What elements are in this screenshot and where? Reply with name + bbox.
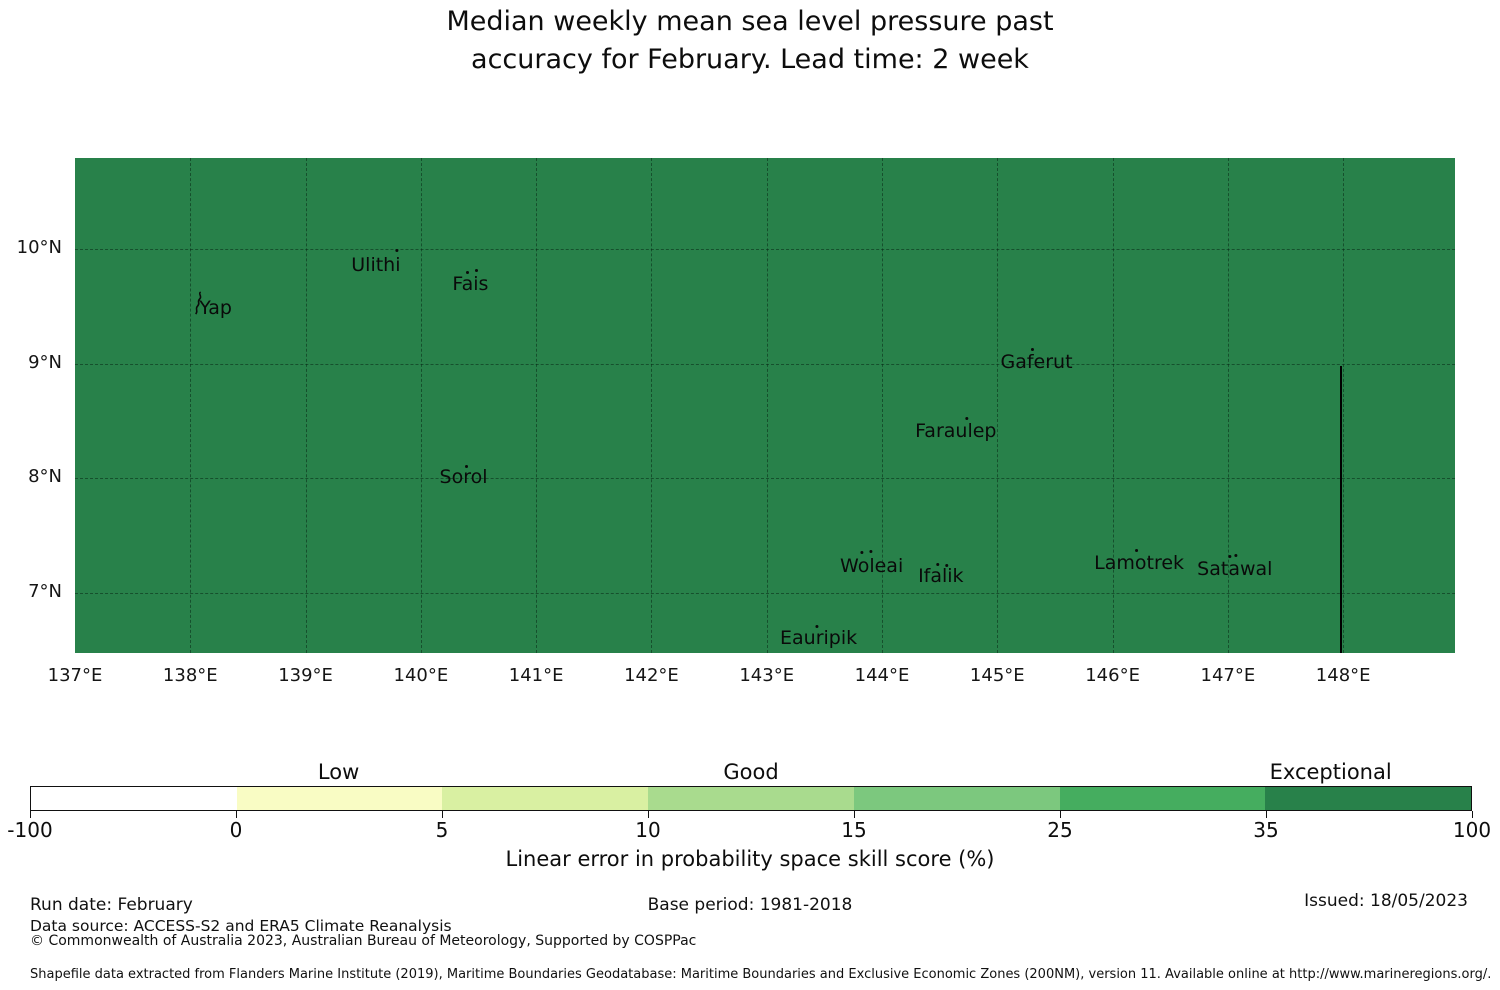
island-label: Fais	[452, 269, 488, 295]
map-plot: Yap Ulithi Fais Sorol Gaferut Faraulep Woleai I…	[75, 158, 1455, 653]
x-tick-label: 137°E	[47, 665, 103, 686]
island-label: Ifalik	[918, 563, 964, 588]
colorbar-tick-label: 100	[1452, 818, 1492, 842]
x-tick-label: 146°E	[1085, 665, 1140, 686]
island-dot	[1030, 348, 1034, 352]
colorbar-segment	[648, 787, 854, 810]
colorbar-tick-label: 10	[635, 818, 661, 842]
x-tick-label: 144°E	[854, 665, 910, 686]
copyright-text: © Commonwealth of Australia 2023, Austra…	[30, 933, 697, 949]
colorbar-axis-label: Linear error in probability space skill …	[505, 847, 995, 871]
gridline-vertical	[882, 158, 884, 653]
island-label: Gaferut	[1000, 348, 1073, 373]
colorbar-tick	[854, 811, 855, 818]
gridline-horizontal	[75, 593, 1455, 595]
colorbar-tick	[1060, 811, 1061, 818]
colorbar-segment	[236, 787, 443, 810]
gridline-vertical	[1227, 158, 1229, 653]
island-label: Sorol	[439, 465, 488, 489]
colorbar	[30, 786, 1472, 811]
colorbar-tick	[1266, 811, 1267, 818]
chart-title: Median weekly mean sea level pressure pa…	[0, 3, 1500, 79]
chart-title-line2: accuracy for February. Lead time: 2 week	[471, 44, 1029, 75]
gridline-vertical	[651, 158, 653, 653]
colorbar-segment	[1265, 787, 1471, 810]
colorbar-segment	[853, 787, 1060, 810]
y-tick-label: 7°N	[28, 581, 62, 603]
y-tick-label: 9°N	[28, 351, 62, 373]
island-dot	[860, 550, 864, 554]
data-source-text: Data source: ACCESS-S2 and ERA5 Climate …	[30, 917, 452, 935]
island-label: Eauripik	[780, 625, 858, 650]
issued-date-text: Issued: 18/05/2023	[1304, 891, 1468, 911]
colorbar-segment	[442, 787, 649, 810]
island-dot	[466, 271, 470, 275]
colorbar-tick	[442, 811, 443, 818]
x-tick-label: 138°E	[162, 665, 218, 686]
x-tick-label: 148°E	[1315, 665, 1371, 686]
island-outline-icon	[192, 291, 208, 320]
island-dot	[935, 563, 939, 567]
gridline-horizontal	[75, 478, 1455, 480]
colorbar-tick-label: -100	[7, 818, 53, 842]
x-tick-label: 145°E	[969, 665, 1025, 686]
island-label: Yap	[195, 291, 232, 319]
island-label: Faraulep	[915, 417, 996, 442]
island-label: Woleai	[840, 549, 903, 577]
x-tick-label: 139°E	[278, 665, 333, 686]
x-tick-label: 140°E	[393, 665, 449, 686]
colorbar-tick-label: 25	[1047, 818, 1073, 842]
gridline-vertical	[766, 158, 768, 653]
colorbar-tick-label: 0	[229, 818, 243, 842]
island-label: Satawal	[1197, 554, 1272, 580]
x-tick-label: 142°E	[624, 665, 679, 686]
run-date-text: Run date: February	[30, 895, 193, 915]
island-dot	[394, 248, 398, 252]
x-tick-label: 143°E	[739, 665, 795, 686]
colorbar-tick	[648, 811, 649, 818]
island-dot	[965, 417, 969, 421]
island-dot	[1234, 554, 1238, 558]
y-tick-label: 8°N	[28, 466, 62, 488]
island-dot	[815, 625, 819, 629]
colorbar-tick-label: 15	[841, 818, 867, 842]
colorbar-category-label: Low	[317, 760, 360, 784]
island-dot	[475, 269, 479, 273]
gridline-vertical	[536, 158, 538, 653]
x-tick-label: 147°E	[1200, 665, 1256, 686]
gridline-vertical	[190, 158, 192, 653]
island-dot	[869, 549, 873, 553]
gridline-vertical	[997, 158, 999, 653]
island-label: Ulithi	[351, 248, 401, 276]
island-dot	[944, 564, 948, 568]
island-label: Lamotrek	[1094, 549, 1184, 574]
gridline-vertical	[305, 158, 307, 653]
colorbar-segment	[1059, 787, 1266, 810]
gridline-vertical	[420, 158, 422, 653]
island-dot	[1135, 549, 1139, 553]
colorbar-tick-label: 5	[435, 818, 449, 842]
colorbar-category-label: Exceptional	[1269, 760, 1392, 784]
colorbar-category-label: Good	[723, 760, 779, 784]
base-period-text: Base period: 1981-2018	[647, 895, 853, 915]
y-tick-label: 10°N	[16, 236, 62, 258]
eez-boundary-line	[1339, 365, 1342, 653]
gridline-vertical	[1112, 158, 1114, 653]
colorbar-tick	[236, 811, 237, 818]
colorbar-segment	[31, 787, 237, 810]
island-dot	[1228, 555, 1232, 559]
shapefile-note-text: Shapefile data extracted from Flanders M…	[30, 967, 1492, 982]
colorbar-tick-label: 35	[1253, 818, 1279, 842]
x-tick-label: 141°E	[508, 665, 564, 686]
gridline-horizontal	[75, 363, 1455, 365]
gridline-horizontal	[75, 248, 1455, 250]
colorbar-tick	[30, 811, 31, 818]
colorbar-tick	[1472, 811, 1473, 818]
chart-title-line1: Median weekly mean sea level pressure pa…	[446, 6, 1054, 37]
island-dot	[464, 465, 468, 469]
gridline-vertical	[1343, 158, 1345, 653]
